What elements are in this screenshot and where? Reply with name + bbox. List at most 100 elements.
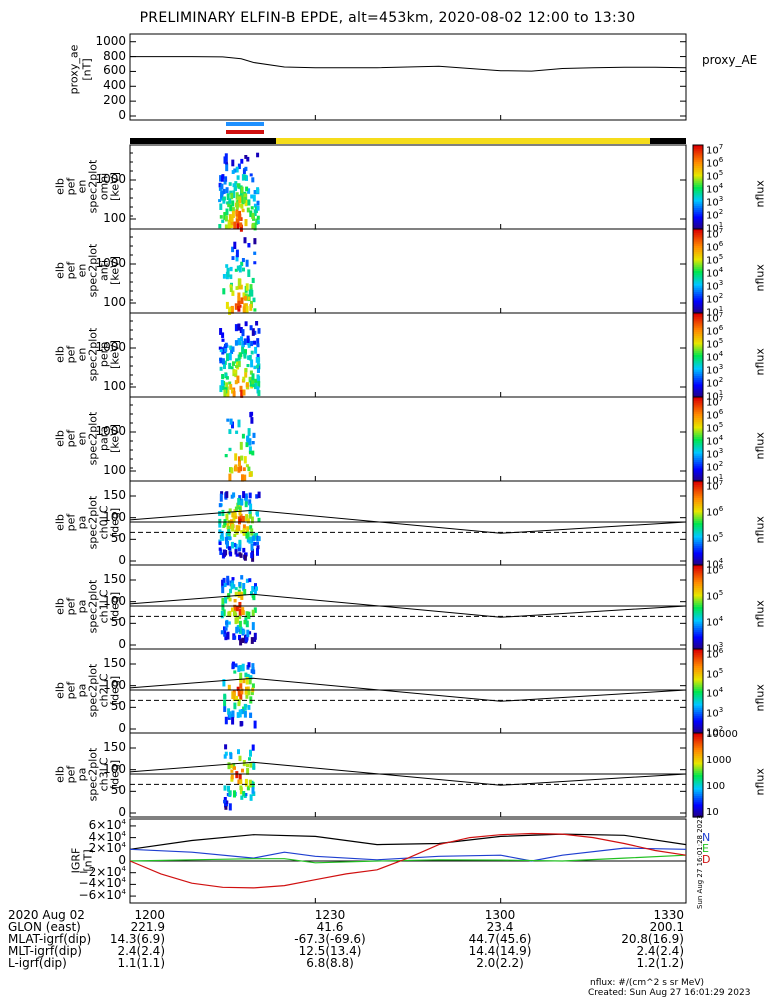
igrf-ytick-label: −4×104 <box>78 876 126 891</box>
spec-cell <box>223 754 227 759</box>
spec-cell <box>235 605 239 612</box>
colorbar-tick-label: 104 <box>706 350 724 364</box>
colorbar-segment <box>693 342 703 346</box>
colorbar-segment <box>693 565 703 568</box>
spec-cell <box>230 216 234 223</box>
spec-cell <box>241 637 245 643</box>
spec-cell <box>242 376 246 382</box>
colorbar-segment <box>693 604 703 608</box>
spec-cell <box>239 787 243 795</box>
spec-cell <box>246 763 249 768</box>
spec-cell <box>243 303 247 308</box>
spec-cell <box>222 199 226 204</box>
spec-cell <box>247 199 251 206</box>
colorbar-segment <box>693 539 703 543</box>
colorbar-segment <box>693 670 703 673</box>
spec-cell <box>247 188 251 194</box>
spec-cell <box>223 626 226 634</box>
spec-cell <box>244 199 248 207</box>
spec-cell <box>241 768 244 773</box>
spec-cell <box>246 335 250 343</box>
spec-cell <box>228 508 232 513</box>
colorbar-segment <box>693 174 703 178</box>
colorbar-segment <box>693 392 703 396</box>
spec-cell <box>219 366 223 371</box>
spec-cell <box>253 203 257 208</box>
spec-cell <box>235 192 239 200</box>
colorbar-segment <box>693 191 703 194</box>
spec-cell <box>231 159 235 167</box>
spec-cell <box>235 553 239 557</box>
colorbar-segment <box>693 195 703 199</box>
spec-cell <box>230 467 234 474</box>
colorbar-segment <box>693 483 703 486</box>
spec-cell <box>228 597 232 602</box>
colorbar-segment <box>693 804 703 808</box>
colorbar-tick-label: 101 <box>706 221 724 235</box>
igrf-ytick-label: 4×104 <box>88 829 126 844</box>
colorbar-segment <box>693 691 703 694</box>
colorbar-tick-label: 106 <box>706 563 724 577</box>
colorbar-segment <box>693 268 703 272</box>
spec-cell <box>246 526 250 535</box>
colorbar-segment <box>693 178 703 182</box>
spec-cell <box>221 536 225 541</box>
spec-cell <box>234 370 238 378</box>
spec-cell <box>228 711 232 718</box>
spec-cell <box>242 629 246 635</box>
spec-cell <box>250 206 254 210</box>
colorbar-segment <box>693 359 703 362</box>
spec-ylabel-line: [deg] <box>108 675 122 706</box>
loss-cone-curve <box>129 593 687 618</box>
igrf-legend-D: D <box>702 853 711 866</box>
colorbar-segment <box>693 476 703 480</box>
spec-cell <box>238 709 242 718</box>
spec-cell <box>250 289 254 297</box>
colorbar-segment <box>693 285 703 289</box>
spec-cell <box>246 767 250 775</box>
spec-cell <box>229 224 233 229</box>
spec-cell <box>255 218 259 225</box>
colorbar-segment <box>693 600 703 604</box>
spec-cell <box>233 790 236 798</box>
spec-cell <box>257 536 261 542</box>
spec-cell <box>256 187 260 194</box>
spec-cell <box>248 677 252 685</box>
spec-cell <box>223 364 226 370</box>
ae-ytick-label: 200 <box>103 93 126 108</box>
colorbar-segment <box>693 222 703 226</box>
footer-units: nflux: #/(cm^2 s sr MeV) <box>590 978 704 988</box>
spec-cell <box>231 663 235 670</box>
colorbar-segment <box>693 781 703 784</box>
spec-cell <box>251 441 255 445</box>
colorbar-segment <box>693 325 703 329</box>
colorbar-segment <box>693 762 703 766</box>
colorbar-tick-label: 106 <box>706 505 724 519</box>
spec-cell <box>236 196 240 201</box>
spec-cell <box>236 305 240 310</box>
spec-cell <box>237 498 241 506</box>
spec-cell <box>256 548 259 556</box>
spec-cell <box>256 353 260 358</box>
spec-cell <box>247 428 251 436</box>
colorbar-segment <box>693 714 703 717</box>
spec-cell <box>227 762 231 770</box>
spec-cell <box>245 677 249 685</box>
colorbar-segment <box>693 313 703 316</box>
colorbar-segment <box>693 197 703 201</box>
spec-cell <box>239 693 243 700</box>
spec-cell <box>235 528 239 535</box>
spec-cell <box>241 474 244 482</box>
spec-cell <box>233 241 237 250</box>
spec-cell <box>248 499 252 506</box>
spec-cell <box>227 684 231 690</box>
spec-ylabel-line: [deg] <box>108 591 122 622</box>
spec-cell <box>253 542 257 546</box>
spec-cell <box>240 455 244 461</box>
spec-cell <box>219 215 223 219</box>
colorbar-segment <box>693 239 703 243</box>
colorbar-segment <box>693 338 703 341</box>
spec-cell <box>244 368 248 373</box>
spec-cell <box>230 220 234 226</box>
colorbar-segment <box>693 256 703 259</box>
